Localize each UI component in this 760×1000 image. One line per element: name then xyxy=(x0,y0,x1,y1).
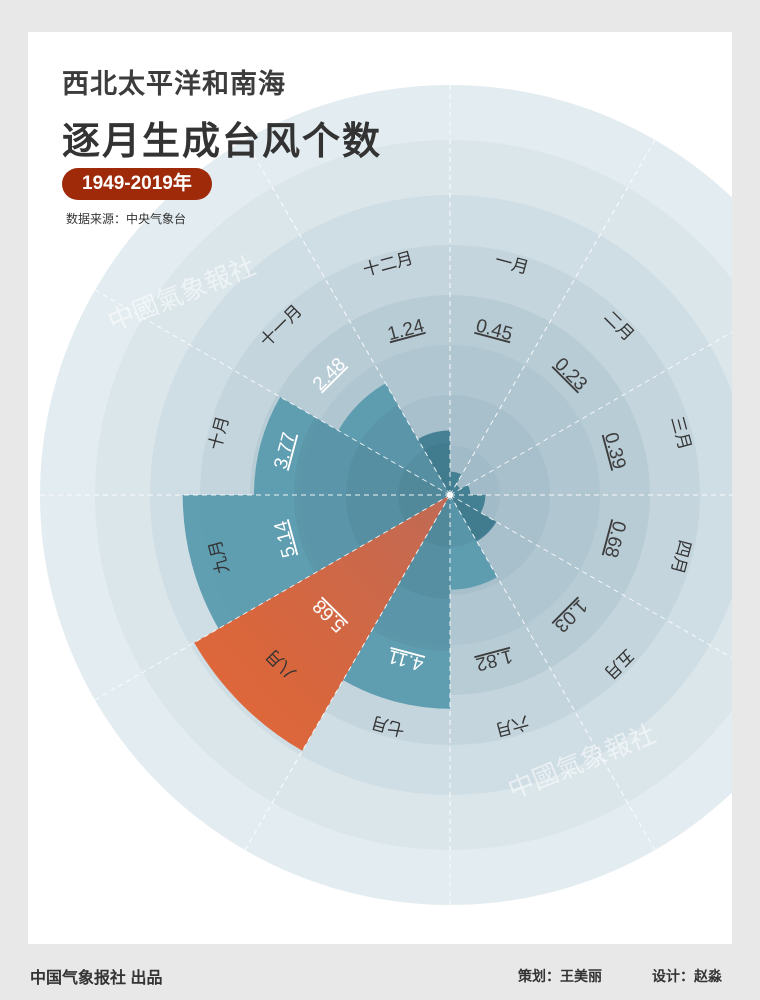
sector-divider xyxy=(68,494,451,716)
period-badge: 1949-2019年 xyxy=(62,168,212,200)
bar-inner-band xyxy=(398,495,450,521)
bar-二月 xyxy=(450,484,461,495)
bar-inner-band xyxy=(398,495,450,599)
sector-divider xyxy=(449,494,671,877)
chart-title-line1: 西北太平洋和南海 xyxy=(62,69,286,99)
bar-九月 xyxy=(182,495,450,629)
bar-inner-band xyxy=(450,495,476,547)
bar-五月 xyxy=(450,495,497,542)
bar-inner-band xyxy=(424,443,450,495)
sector-divider xyxy=(449,494,732,659)
bars xyxy=(182,383,498,751)
bar-四月 xyxy=(450,495,486,513)
bar-inner-band xyxy=(346,495,450,547)
sector-divider xyxy=(229,113,451,496)
publisher-credit: 中国气象报社 出品 xyxy=(30,970,163,987)
sector-divider xyxy=(449,113,671,496)
bar-一月 xyxy=(450,471,462,495)
sector-divider xyxy=(229,494,451,877)
bar-七月 xyxy=(343,495,450,709)
chart-center-dot xyxy=(447,492,453,498)
bar-inner-band xyxy=(424,495,450,547)
bar-inner-band xyxy=(372,495,450,651)
bar-六月 xyxy=(450,495,498,590)
planner-credit: 策划：王美丽 xyxy=(518,968,602,984)
data-source: 数据来源：中央气象台 xyxy=(66,212,187,226)
chart-title-line2: 逐月生成台风个数 xyxy=(62,121,383,163)
infographic-card: 一月 二月 三月 四月 五月 六月 七月 八月 九月 十月 十一月 十二月 0.45 0.23 0.39 0… xyxy=(28,32,732,944)
bar-inner-band xyxy=(359,404,450,495)
bar-十二月 xyxy=(417,430,450,495)
bar-inner-band xyxy=(398,469,450,495)
bar-十一月 xyxy=(338,383,450,495)
designer-credit: 设计：赵淼 xyxy=(652,968,722,984)
bar-十月 xyxy=(253,396,450,495)
bar-inner-band xyxy=(294,495,450,573)
sector-divider xyxy=(449,331,732,496)
bar-inner-band xyxy=(450,495,496,541)
bar-inner-band xyxy=(294,417,450,495)
bar-inner-band xyxy=(404,449,450,495)
bar-八月 xyxy=(194,495,450,751)
sector-grid-lines xyxy=(28,55,732,935)
sector-divider xyxy=(68,274,451,496)
bar-inner-band xyxy=(346,443,450,495)
bar-三月 xyxy=(450,484,471,495)
